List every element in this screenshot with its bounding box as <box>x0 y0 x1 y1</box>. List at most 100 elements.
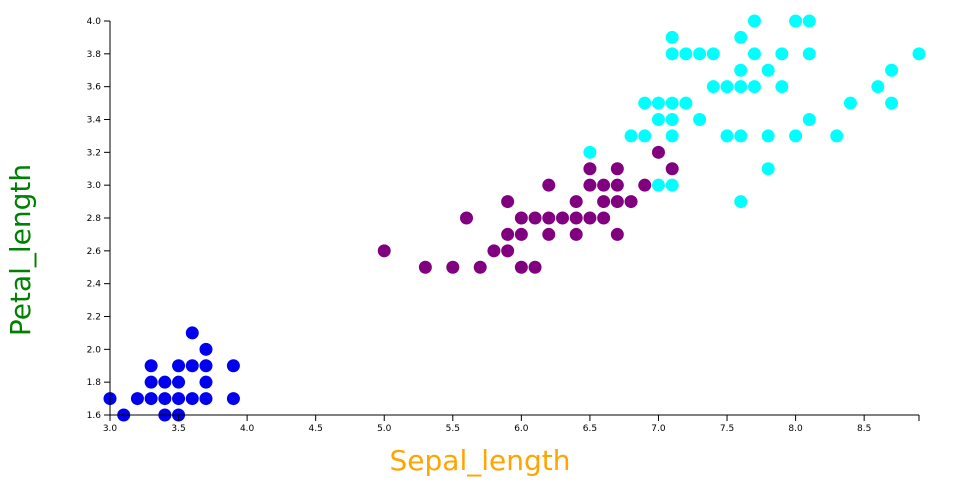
scatter-point <box>638 96 652 110</box>
scatter-point <box>638 129 652 143</box>
scatter-point <box>569 211 583 225</box>
scatter-point <box>514 227 528 241</box>
scatter-point <box>172 392 186 406</box>
scatter-point <box>651 178 665 192</box>
scatter-point <box>583 211 597 225</box>
scatter-point <box>693 47 707 61</box>
scatter-point <box>158 392 172 406</box>
y-axis-title: Petal_length <box>4 164 37 336</box>
scatter-point <box>199 375 213 389</box>
scatter-point <box>610 227 624 241</box>
scatter-point <box>610 195 624 209</box>
scatter-point <box>542 178 556 192</box>
scatter-point <box>226 392 240 406</box>
scatter-point <box>542 211 556 225</box>
x-tick-label: 8.5 <box>857 424 871 434</box>
scatter-point <box>158 375 172 389</box>
scatter-point <box>473 260 487 274</box>
scatter-point <box>583 178 597 192</box>
scatter-point <box>734 195 748 209</box>
scatter-point <box>185 326 199 340</box>
scatter-point <box>747 80 761 94</box>
scatter-point <box>665 178 679 192</box>
scatter-point <box>843 96 857 110</box>
scatter-point <box>734 80 748 94</box>
scatter-point <box>665 113 679 126</box>
scatter-point <box>624 195 638 209</box>
scatter-point <box>610 178 624 192</box>
y-tick-label: 2.2 <box>87 313 101 323</box>
scatter-point <box>802 113 816 126</box>
scatter-point <box>144 375 158 389</box>
y-tick-label: 2.0 <box>87 345 102 355</box>
x-tick-label: 3.0 <box>103 424 118 434</box>
scatter-point <box>542 227 556 241</box>
scatter-point <box>144 359 158 373</box>
scatter-point <box>501 195 515 209</box>
scatter-point <box>665 96 679 110</box>
scatter-point <box>775 47 789 61</box>
scatter-point <box>172 359 186 373</box>
x-tick-label: 5.0 <box>377 424 392 434</box>
scatter-point <box>199 342 213 356</box>
scatter-point <box>734 129 748 143</box>
x-axis-title: Sepal_length <box>390 444 571 477</box>
scatter-point <box>514 260 528 274</box>
scatter-point <box>583 145 597 159</box>
scatter-point <box>638 178 652 192</box>
scatter-point <box>597 178 611 192</box>
scatter-point <box>679 96 693 110</box>
scatter-point <box>446 260 460 274</box>
scatter-point <box>761 162 775 176</box>
scatter-point <box>651 145 665 159</box>
scatter-point <box>569 227 583 241</box>
scatter-point <box>651 113 665 126</box>
y-tick-label: 3.6 <box>87 83 102 93</box>
scatter-point <box>501 244 515 258</box>
scatter-point <box>377 244 391 258</box>
scatter-point <box>679 47 693 61</box>
x-tick-label: 8.0 <box>788 424 803 434</box>
scatter-point <box>528 211 542 225</box>
scatter-point <box>569 195 583 209</box>
scatter-point <box>199 392 213 406</box>
x-tick-label: 3.5 <box>171 424 185 434</box>
x-tick-label: 4.0 <box>240 424 255 434</box>
scatter-point <box>665 47 679 61</box>
scatter-point <box>418 260 432 274</box>
scatter-point <box>665 30 679 44</box>
scatter-point <box>789 129 803 143</box>
x-tick-label: 7.0 <box>651 424 666 434</box>
scatter-point <box>172 375 186 389</box>
scatter-point <box>747 14 761 28</box>
scatter-point <box>720 129 734 143</box>
scatter-point <box>610 162 624 176</box>
y-tick-label: 1.8 <box>87 378 102 388</box>
scatter-point <box>693 113 707 126</box>
x-tick-label: 5.5 <box>446 424 460 434</box>
scatter-point <box>734 30 748 44</box>
scatter-point <box>624 129 638 143</box>
scatter-point <box>651 96 665 110</box>
scatter-point <box>555 211 569 225</box>
scatter-point <box>912 47 926 61</box>
y-tick-label: 3.8 <box>87 50 102 60</box>
scatter-point <box>130 392 144 406</box>
scatter-point <box>665 162 679 176</box>
scatter-point <box>747 47 761 61</box>
y-tick-label: 2.6 <box>87 247 102 257</box>
y-tick-label: 4.0 <box>87 17 102 27</box>
scatter-point <box>501 227 515 241</box>
x-tick-label: 7.5 <box>720 424 734 434</box>
x-tick-label: 4.5 <box>309 424 323 434</box>
scatter-point <box>802 14 816 28</box>
scatter-point <box>871 80 885 94</box>
scatter-point <box>775 80 789 94</box>
y-tick-label: 3.0 <box>87 181 102 191</box>
scatter-point <box>144 392 158 406</box>
scatter-point <box>597 195 611 209</box>
scatter-point <box>802 47 816 61</box>
y-tick-label: 3.4 <box>87 116 102 126</box>
scatter-point <box>761 63 775 77</box>
